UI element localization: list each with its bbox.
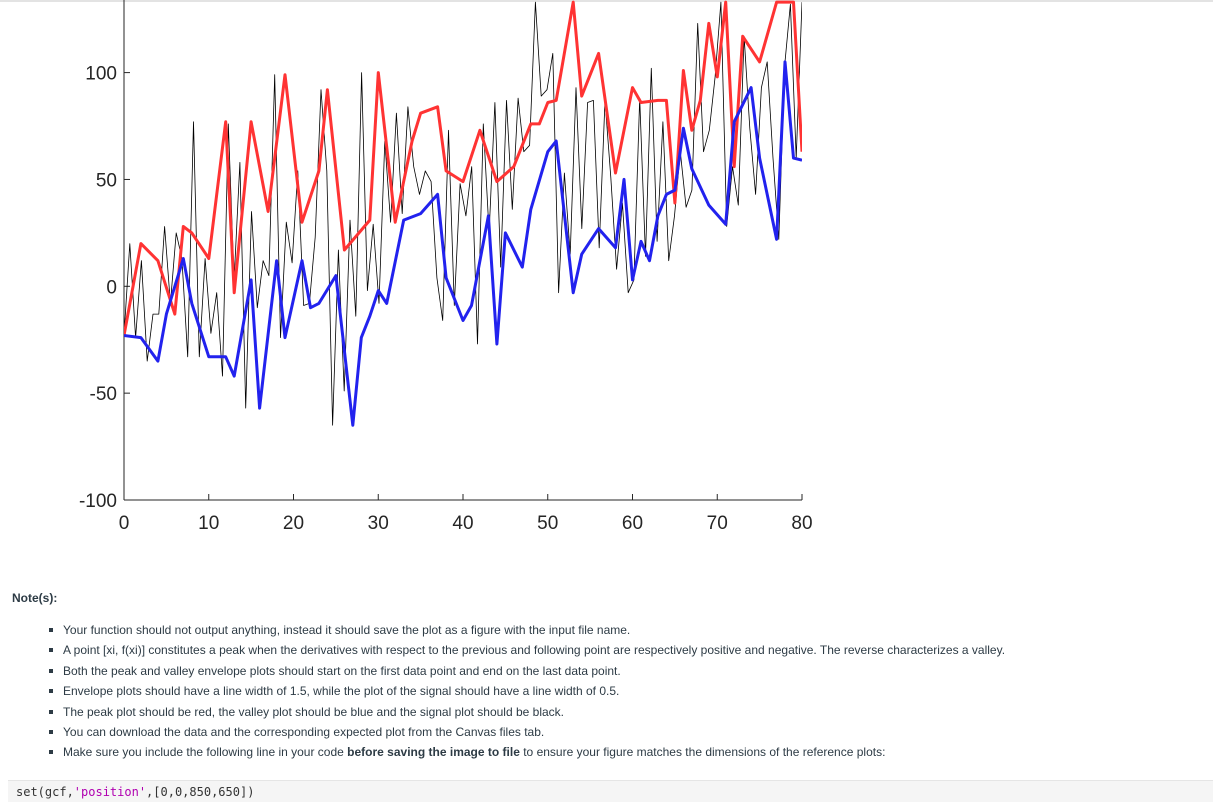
- x-tick-label: 70: [707, 513, 728, 534]
- y-tick-label: 0: [106, 277, 117, 298]
- note-item: The peak plot should be red, the valley …: [47, 702, 1207, 722]
- x-tick-label: 80: [791, 513, 812, 534]
- axis-ticks: 0 10 20 30 40 50 60 70 80 -100 -50 0 50 100: [79, 64, 813, 534]
- note-text: to ensure your figure matches the dimens…: [519, 745, 886, 760]
- plot-lines: [124, 0, 802, 427]
- x-tick-label: 30: [368, 513, 389, 534]
- y-tick-label: -100: [79, 491, 117, 512]
- note-item: You can download the data and the corres…: [47, 722, 1207, 742]
- x-tick-label: 0: [119, 513, 130, 534]
- valley-envelope-line: [124, 60, 802, 427]
- note-item: A point [xi, f(xi)] constitutes a peak w…: [47, 640, 1207, 660]
- note-item: Both the peak and valley envelope plots …: [47, 661, 1207, 681]
- y-tick-label: 50: [96, 170, 117, 191]
- envelope-plot: 0 10 20 30 40 50 60 70 80 -100 -50 0 50 100: [79, 0, 813, 534]
- x-tick-label: 20: [283, 513, 304, 534]
- notes-list: Your function should not output anything…: [47, 620, 1207, 763]
- x-tick-label: 10: [198, 513, 219, 534]
- note-item: Your function should not output anything…: [47, 620, 1207, 640]
- peak-envelope-line: [124, 0, 802, 336]
- y-tick-label: 100: [85, 64, 117, 85]
- x-tick-label: 60: [622, 513, 643, 534]
- code-block: set(gcf,'position',[0,0,850,650]): [8, 780, 1213, 802]
- code-string: 'position': [73, 785, 147, 799]
- signal-line: [124, 1, 802, 426]
- top-border: [0, 0, 1213, 2]
- code-text: ,[0,0,850,650]): [146, 785, 255, 799]
- x-tick-label: 50: [537, 513, 558, 534]
- note-item: Envelope plots should have a line width …: [47, 681, 1207, 701]
- x-tick-label: 40: [452, 513, 473, 534]
- note-text: Make sure you include the following line…: [63, 745, 348, 760]
- y-tick-label: -50: [90, 384, 117, 405]
- code-text: set(gcf,: [16, 785, 74, 799]
- note-item: Make sure you include the following line…: [47, 742, 1207, 762]
- note-bold-text: before saving the image to file: [347, 745, 520, 760]
- notes-heading: Note(s):: [12, 591, 58, 605]
